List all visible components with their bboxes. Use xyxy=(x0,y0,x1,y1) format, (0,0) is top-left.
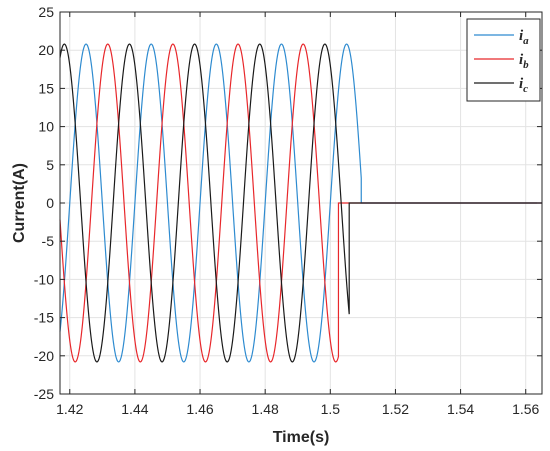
legend: ia ib ic xyxy=(466,18,541,102)
x-tick-label: 1.42 xyxy=(56,401,83,417)
legend-label-ic: ic xyxy=(519,76,528,95)
series-ic-line xyxy=(59,43,542,363)
x-tick-label: 1.46 xyxy=(186,401,213,417)
y-tick-label: 5 xyxy=(46,157,54,173)
legend-label-ia: ia xyxy=(519,28,529,47)
x-axis-title: Time(s) xyxy=(273,429,330,446)
y-tick-label: -5 xyxy=(42,233,55,249)
x-tick-label: 1.52 xyxy=(382,401,409,417)
y-tick-label: 20 xyxy=(38,42,54,58)
series-layer xyxy=(59,43,542,363)
y-tick-label: -25 xyxy=(34,386,54,402)
x-tick-label: 1.44 xyxy=(121,401,148,417)
y-tick-label: 0 xyxy=(46,195,54,211)
x-tick-label: 1.54 xyxy=(447,401,474,417)
y-tick-label: -15 xyxy=(34,310,54,326)
x-tick-label: 1.48 xyxy=(252,401,279,417)
ticks: 1.42 1.44 1.46 1.48 1.5 1.52 1.54 1.56 -25 -20 -15… xyxy=(34,4,542,417)
legend-box xyxy=(466,18,541,102)
series-ia-line xyxy=(59,43,542,363)
x-tick-label: 1.56 xyxy=(512,401,539,417)
legend-label-ib: ib xyxy=(519,52,529,71)
y-tick-label: 15 xyxy=(38,80,54,96)
y-tick-label: -20 xyxy=(34,348,54,364)
y-tick-label: 10 xyxy=(38,119,54,135)
y-tick-label: 25 xyxy=(38,4,54,20)
y-tick-label: -10 xyxy=(34,271,54,287)
y-axis-title: Current(A) xyxy=(11,163,28,243)
series-ib-line xyxy=(59,43,542,363)
x-tick-label: 1.5 xyxy=(321,401,341,417)
